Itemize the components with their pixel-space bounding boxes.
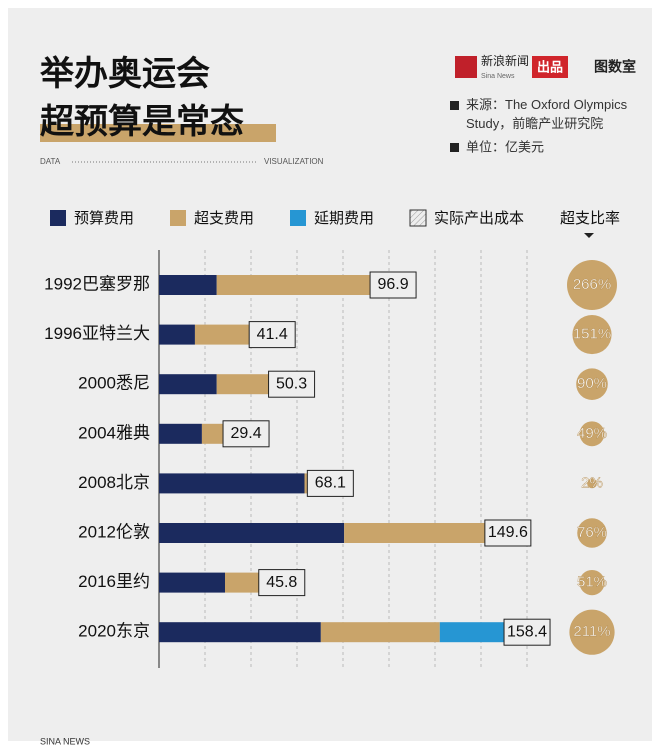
bar-segment <box>159 275 217 295</box>
total-label: 45.8 <box>266 574 297 591</box>
ratio-label: 49% <box>577 425 607 442</box>
ratio-circle <box>572 315 612 355</box>
tag-box <box>532 56 568 78</box>
total-label: 50.3 <box>276 375 307 392</box>
brand-en: Sina News <box>481 73 515 80</box>
total-label: 29.4 <box>230 425 261 442</box>
data-word: DATA <box>40 157 61 166</box>
arrow <box>584 233 594 238</box>
legend-swatch <box>290 210 306 226</box>
bar-segment <box>159 622 321 643</box>
legend-label: 超支费用 <box>194 210 254 227</box>
bar-segment <box>304 473 308 494</box>
legend-swatch <box>50 210 66 226</box>
category-label: 2016里约 <box>78 572 150 591</box>
bar-segment <box>344 523 485 543</box>
unit: 单位：亿美元 <box>466 139 544 154</box>
title-highlight <box>40 124 276 142</box>
bar-segment <box>216 374 269 395</box>
logo <box>455 56 477 78</box>
ratio-circle <box>569 609 615 655</box>
total-label: 41.4 <box>257 326 288 343</box>
total-box <box>258 569 306 597</box>
ratio-label: 2% <box>581 474 603 491</box>
bar-segment <box>201 423 224 444</box>
title: 超预算是常态 <box>40 103 244 141</box>
ratio-label: 90% <box>577 375 607 392</box>
ratio-circle <box>576 368 608 400</box>
brand: 新浪新闻 <box>481 53 529 68</box>
ratio-label: 211% <box>573 623 610 640</box>
legend-swatch <box>170 210 186 226</box>
bullet <box>450 143 459 152</box>
source-box: 来源：The Oxford Olympics Study，前瞻产业研究院 <box>466 97 628 131</box>
category-label: 2008北京 <box>78 473 150 492</box>
category-label: 1992巴塞罗那 <box>44 274 150 293</box>
ratio-circle <box>587 478 597 489</box>
total-label: 68.1 <box>315 475 346 492</box>
category-label: 1996亚特兰大 <box>44 324 150 343</box>
legend-label: 实际产出成本 <box>434 210 524 227</box>
bar-segment <box>159 523 345 543</box>
ratio-circle <box>579 569 605 596</box>
total-box <box>248 321 296 349</box>
studio: 图数室 <box>594 59 636 75</box>
ratio-circle <box>579 421 605 447</box>
title: 举办奥运会 <box>39 54 210 93</box>
ratio-label: 151% <box>573 326 611 343</box>
legend-swatch <box>409 209 427 227</box>
bar-segment <box>159 423 202 444</box>
total-box <box>369 271 417 299</box>
bar-segment <box>159 572 226 593</box>
ratio-circle <box>567 260 617 310</box>
bar-segment <box>439 622 505 643</box>
footer: SINA NEWS <box>40 736 90 746</box>
legend-label: 预算费用 <box>74 209 134 227</box>
total-box <box>503 618 551 646</box>
bar-segment <box>159 374 217 395</box>
category-label: 2000悉尼 <box>78 374 150 393</box>
bar-segment <box>159 473 305 494</box>
brand-tag: 出品 <box>537 59 563 74</box>
bar-segment <box>216 275 371 295</box>
total-box <box>268 370 316 398</box>
total-label: 149.6 <box>488 524 528 541</box>
ratio-circle <box>577 518 607 548</box>
legend-label: 延期费用 <box>314 210 374 227</box>
source: 来源：The Oxford Olympics Study，前瞻产业研究院 <box>466 97 628 131</box>
vis-word: VISUALIZATION <box>264 157 324 166</box>
bar-segment <box>225 572 259 593</box>
category-label: 2020东京 <box>78 622 150 641</box>
ratio-label: 76% <box>577 524 607 541</box>
bullet <box>450 101 459 110</box>
ratio-label: 51% <box>577 574 607 591</box>
category-label: 2004雅典 <box>78 423 150 442</box>
ratio-label: 266% <box>573 276 611 293</box>
category-label: 2012伦敦 <box>78 522 150 541</box>
bar-segment <box>320 622 440 643</box>
total-box <box>306 469 354 497</box>
bar-segment <box>159 324 195 345</box>
total-label: 158.4 <box>507 623 547 640</box>
total-box <box>484 519 532 547</box>
grid <box>204 250 528 668</box>
bar-segment <box>194 324 250 345</box>
ratio-title: 超支比率 <box>560 210 620 227</box>
total-box <box>222 420 270 448</box>
total-label: 96.9 <box>378 276 409 293</box>
